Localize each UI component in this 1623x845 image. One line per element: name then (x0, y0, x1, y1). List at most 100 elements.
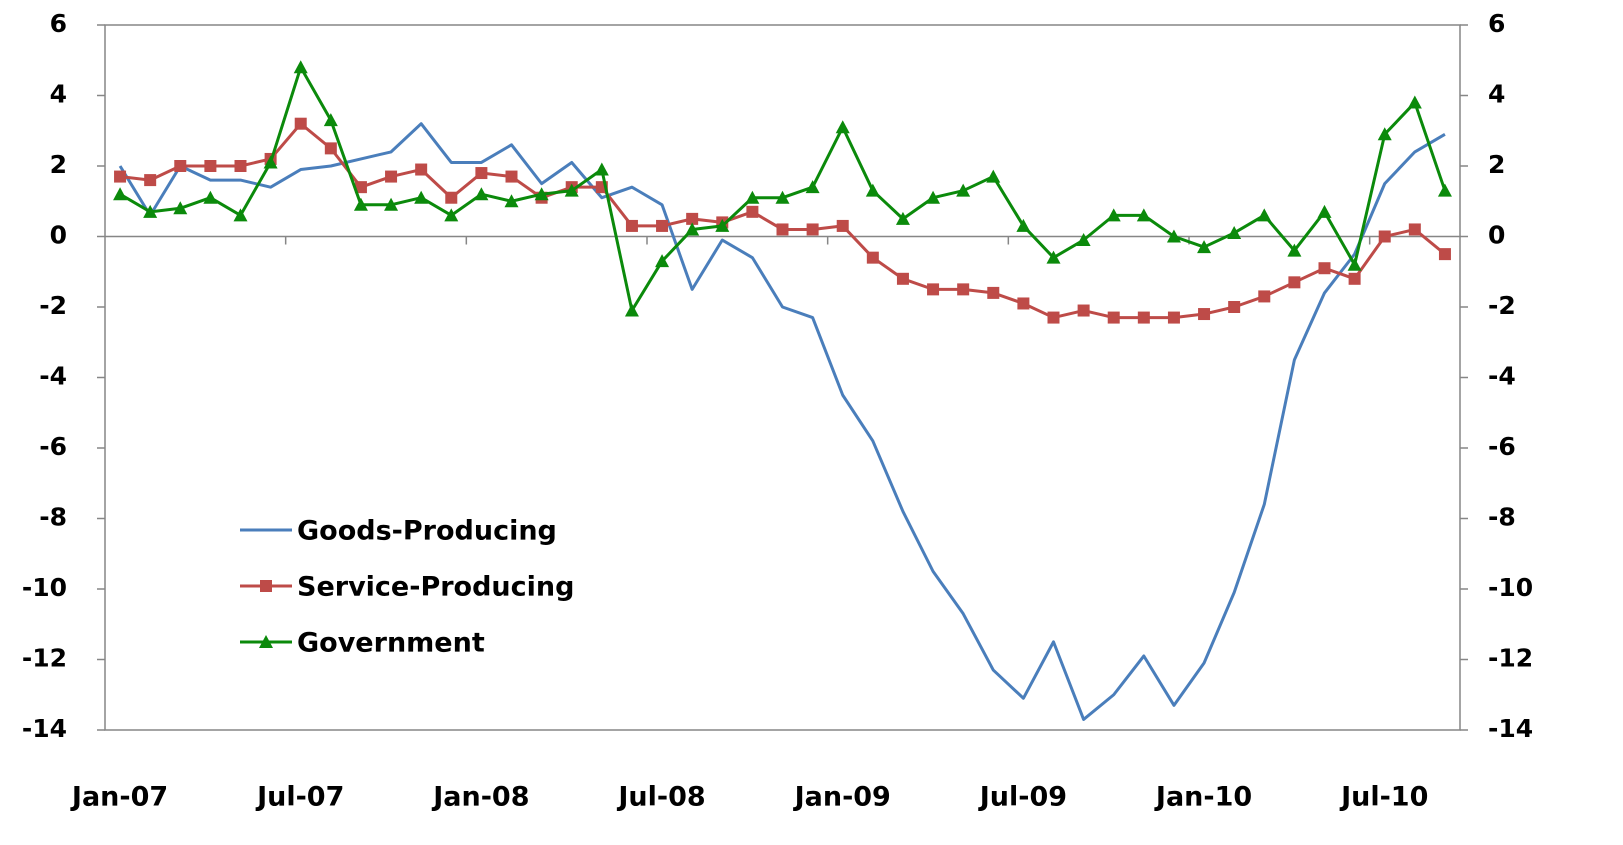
data-point (1348, 272, 1361, 285)
data-point (234, 160, 247, 172)
data-point (1288, 276, 1301, 289)
data-point (1076, 233, 1091, 247)
data-point (173, 201, 188, 215)
y2-tick-label: -12 (1488, 644, 1533, 673)
data-point (1137, 311, 1150, 324)
data-point (1407, 95, 1422, 109)
data-point (324, 142, 337, 155)
y2-tick-label: 6 (1488, 9, 1505, 38)
data-point (1197, 240, 1212, 254)
x-tick-label: Jul-08 (616, 782, 705, 813)
data-point (1198, 308, 1211, 321)
data-point (1227, 225, 1242, 239)
data-point (775, 190, 790, 204)
x-tick-label: Jan-08 (431, 782, 529, 813)
data-point (956, 183, 971, 197)
data-point (354, 181, 367, 194)
data-point (776, 223, 789, 236)
data-point (746, 205, 759, 218)
y-tick-label: -14 (22, 714, 67, 743)
y2-tick-label: -4 (1488, 362, 1516, 391)
legend-label: Government (297, 628, 485, 659)
y-tick-label: 2 (50, 150, 67, 179)
data-point (113, 187, 128, 201)
x-tick-label: Jan-10 (1154, 782, 1252, 813)
data-point (836, 219, 849, 232)
data-point (1136, 208, 1151, 222)
data-point (114, 170, 127, 183)
data-point (806, 223, 819, 236)
data-point (1047, 311, 1060, 324)
data-point (686, 212, 699, 225)
data-point (1408, 223, 1421, 236)
data-point (865, 183, 880, 197)
data-point (233, 208, 248, 222)
data-point (926, 190, 941, 204)
data-point (835, 120, 850, 134)
data-point (203, 190, 218, 204)
legend-marker (260, 580, 272, 592)
y2-tick-label: -14 (1488, 714, 1533, 743)
data-point (504, 194, 519, 208)
data-point (353, 197, 368, 211)
data-point (1437, 183, 1452, 197)
data-point (534, 187, 549, 201)
data-point (685, 222, 700, 236)
x-tick-label: Jul-10 (1339, 782, 1428, 813)
data-point (1046, 250, 1061, 264)
data-point (415, 163, 428, 176)
y-tick-label: 6 (50, 9, 67, 38)
y2-tick-label: -8 (1488, 503, 1516, 532)
data-point (1438, 248, 1451, 261)
data-point (957, 283, 970, 296)
data-point (1257, 208, 1272, 222)
data-point (1017, 297, 1030, 310)
data-point (927, 283, 940, 296)
data-point (1378, 230, 1391, 243)
y-tick-label: -2 (39, 291, 67, 320)
data-point (1106, 208, 1121, 222)
data-point (293, 60, 308, 74)
data-point (143, 204, 158, 218)
data-point (384, 197, 399, 211)
data-point (445, 191, 458, 204)
data-point (1258, 290, 1271, 303)
data-point (263, 155, 278, 169)
y-tick-label: -12 (22, 644, 67, 673)
data-point (1107, 311, 1120, 324)
data-point (715, 218, 730, 232)
data-point (625, 219, 638, 232)
data-point (986, 169, 1001, 183)
y-tick-label: -4 (39, 362, 67, 391)
data-point (385, 170, 398, 183)
data-point (805, 180, 820, 194)
data-point (174, 160, 187, 172)
data-point (1166, 229, 1181, 243)
y-tick-label: -6 (39, 432, 67, 461)
legend-label: Service-Producing (297, 572, 574, 603)
x-tick-label: Jul-09 (978, 782, 1067, 813)
y2-tick-label: 2 (1488, 150, 1505, 179)
x-tick-label: Jan-09 (793, 782, 891, 813)
data-point (656, 219, 669, 232)
data-point (987, 286, 1000, 299)
x-tick-label: Jan-07 (70, 782, 168, 813)
data-point (655, 254, 670, 268)
data-point (1377, 127, 1392, 141)
data-point (1318, 262, 1331, 275)
y2-tick-label: 4 (1488, 80, 1505, 109)
data-point (895, 211, 910, 225)
data-point (505, 170, 518, 183)
y2-tick-label: -10 (1488, 573, 1533, 602)
legend-label: Goods-Producing (297, 516, 557, 547)
data-point (1287, 243, 1302, 257)
data-point (1347, 257, 1362, 271)
y2-tick-label: -2 (1488, 291, 1516, 320)
data-point (1016, 218, 1031, 232)
data-point (204, 160, 217, 172)
data-point (1228, 301, 1241, 313)
y2-tick-label: -6 (1488, 432, 1516, 461)
data-point (294, 117, 307, 130)
legend-marker (259, 635, 273, 648)
data-point (144, 174, 157, 187)
